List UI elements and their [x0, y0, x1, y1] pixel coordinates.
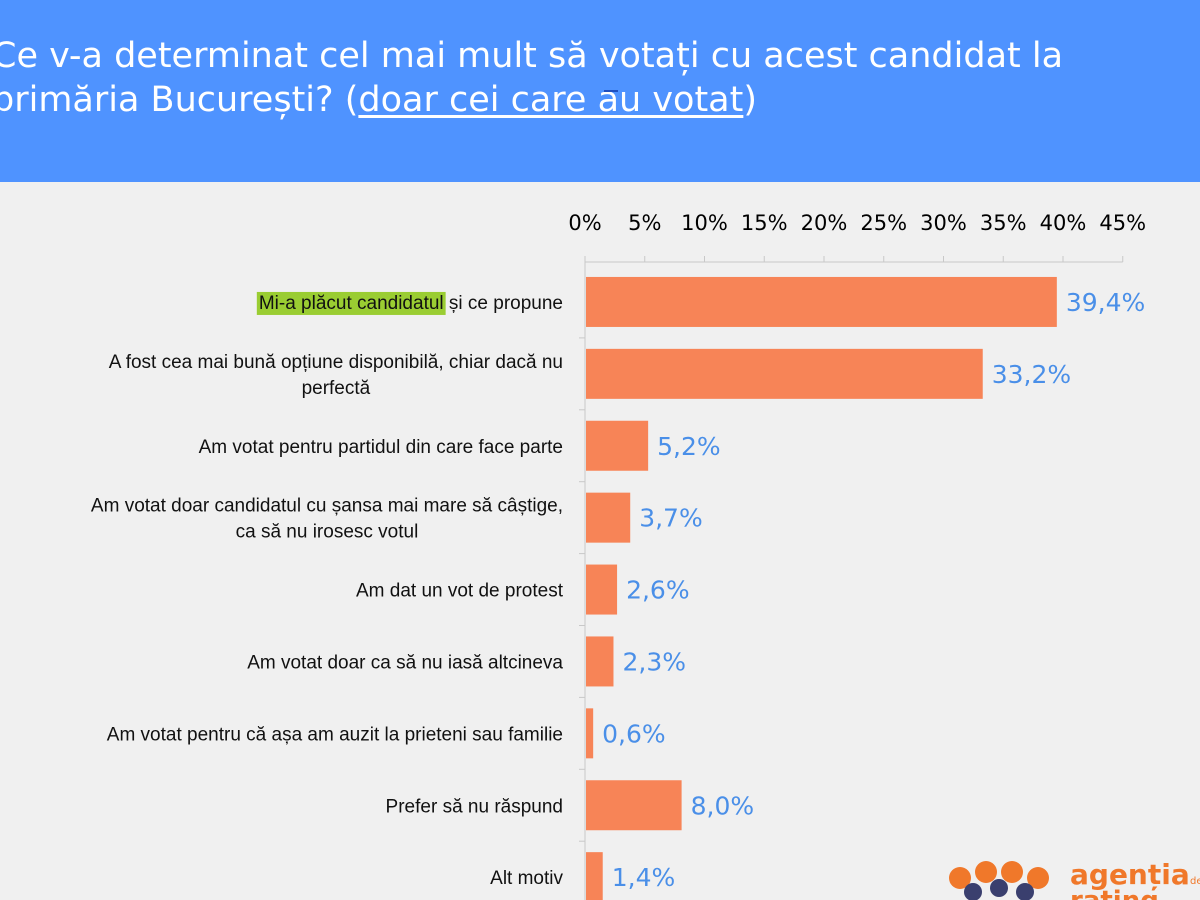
value-label: 5,2% [657, 432, 721, 461]
bar [586, 852, 603, 900]
bar [586, 420, 649, 471]
bar [586, 348, 983, 399]
bar-chart: 0% 5% 10% 15% 20% 25% 30% 35% 40% 45% 39,4% Mi-a pl… [91, 211, 1146, 900]
x-tick-label: 5% [628, 211, 661, 235]
logo-text-small: de [1190, 876, 1200, 887]
logo-text-line2: rating [1070, 888, 1159, 900]
category-label: A fost cea mai bună opțiune disponibilă,… [109, 352, 563, 373]
x-tick-label: 40% [1040, 211, 1087, 235]
header-banner: Ce v-a determinat cel mai mult să votați… [0, 0, 1200, 182]
x-tick-label: 35% [980, 211, 1027, 235]
title-paren-close: ) [743, 80, 757, 120]
value-label: 33,2% [992, 360, 1071, 389]
x-tick-label: 45% [1099, 211, 1146, 235]
title-dash-decoration [604, 90, 618, 92]
title-subtitle-link[interactable]: doar cei care au votat [358, 80, 744, 120]
x-tick-label: 30% [920, 211, 967, 235]
x-tick-label: 25% [860, 211, 907, 235]
bar [586, 276, 1057, 327]
category-label: Am dat un vot de protest [356, 581, 564, 602]
category-label: Am votat doar candidatul cu șansa mai ma… [91, 496, 563, 517]
bar [586, 780, 682, 831]
category-label: Am votat doar ca să nu iasă altcineva [247, 652, 563, 673]
category-highlight [256, 291, 446, 315]
logo-text-line1: agenția [1070, 858, 1190, 891]
category-label: perfectă [302, 378, 371, 399]
value-label: 3,7% [639, 504, 703, 533]
x-tick-label: 20% [801, 211, 848, 235]
value-label: 1,4% [612, 863, 676, 892]
value-label: 2,3% [622, 647, 686, 676]
value-label: 39,4% [1066, 288, 1145, 317]
value-label: 8,0% [691, 791, 755, 820]
chart-title: Ce v-a determinat cel mai mult să votați… [0, 34, 1182, 122]
category-label: ca să nu irosesc votul [236, 522, 419, 543]
agency-logo: agenția de rating [946, 858, 1200, 900]
bar [586, 564, 618, 615]
x-tick-label: 15% [741, 211, 788, 235]
x-tick-label: 0% [568, 211, 601, 235]
logo-figures-icon [949, 861, 1049, 900]
category-label: Am votat pentru partidul din care face p… [199, 437, 563, 458]
title-paren-open: ( [344, 80, 359, 120]
category-label: Mi-a plăcut candidatul și ce propune [259, 293, 563, 314]
title-main: Ce v-a determinat cel mai mult să votați… [0, 36, 1064, 120]
bar [586, 636, 614, 687]
category-label: Prefer să nu răspund [386, 796, 563, 817]
x-tick-label: 10% [681, 211, 728, 235]
value-label: 0,6% [602, 719, 666, 748]
bar [586, 708, 594, 759]
category-label: Alt motiv [490, 868, 563, 889]
category-label: Am votat pentru că așa am auzit la priet… [107, 724, 563, 745]
value-label: 2,6% [626, 576, 690, 605]
bar [586, 492, 631, 543]
